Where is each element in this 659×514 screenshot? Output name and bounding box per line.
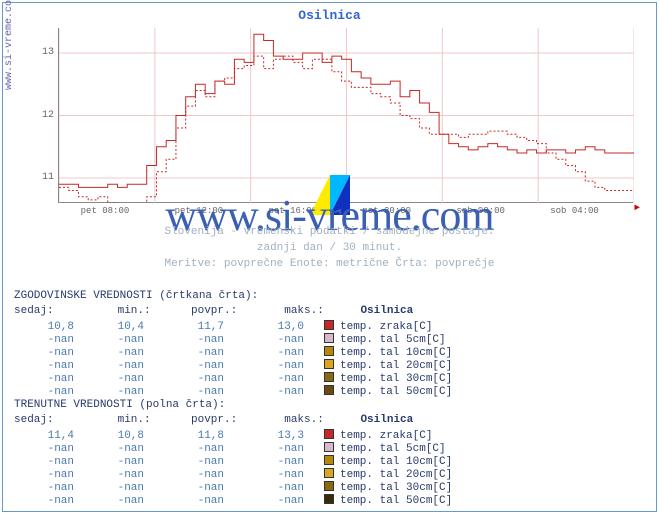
historic-data-rows: 10,810,411,713,0temp. zraka[C]-nan-nan-n… [14, 320, 644, 399]
measurement-name: temp. zraka[C] [340, 321, 432, 333]
table-row: -nan-nan-nan-nantemp. tal 10cm[C] [14, 455, 644, 468]
measurement-name: temp. zraka[C] [340, 430, 432, 442]
table-row: -nan-nan-nan-nantemp. tal 10cm[C] [14, 346, 644, 359]
series-swatch-icon [324, 442, 334, 452]
cell-maks: -nan [224, 386, 304, 399]
series-swatch-icon [324, 494, 334, 504]
cell-povpr: -nan [144, 386, 224, 399]
measurement-name: temp. tal 30cm[C] [340, 482, 452, 494]
y-tick-label: 13 [32, 47, 54, 58]
x-tick-label: pet 08:00 [81, 206, 130, 216]
table-row: -nan-nan-nan-nantemp. tal 50cm[C] [14, 385, 644, 398]
x-tick-label: pet 20:00 [362, 206, 411, 216]
col-povpr: povpr.: [157, 414, 237, 426]
table-row: -nan-nan-nan-nantemp. tal 20cm[C] [14, 359, 644, 372]
series-swatch-icon [324, 333, 334, 343]
x-tick-label: sob 04:00 [550, 206, 599, 216]
current-data-rows: 11,410,811,813,3temp. zraka[C]-nan-nan-n… [14, 429, 644, 508]
caption-line-3: Meritve: povprečne Enote: metrične Črta:… [0, 257, 659, 273]
series-swatch-icon [324, 481, 334, 491]
series-swatch-icon [324, 346, 334, 356]
col-sedaj: sedaj: [14, 305, 74, 317]
table-row: 11,410,811,813,3temp. zraka[C] [14, 429, 644, 442]
cell-sedaj: -nan [14, 495, 74, 508]
col-sedaj: sedaj: [14, 414, 74, 426]
table-row: -nan-nan-nan-nantemp. tal 5cm[C] [14, 442, 644, 455]
col-min: min.: [81, 305, 151, 317]
historic-section-header: ZGODOVINSKE VREDNOSTI (črtkana črta): [14, 290, 258, 302]
measurement-name: temp. tal 20cm[C] [340, 360, 452, 372]
table-row: -nan-nan-nan-nantemp. tal 30cm[C] [14, 481, 644, 494]
y-tick-label: 12 [32, 110, 54, 121]
series-swatch-icon [324, 359, 334, 369]
measurement-name: temp. tal 5cm[C] [340, 443, 446, 455]
table-row: 10,810,411,713,0temp. zraka[C] [14, 320, 644, 333]
cell-povpr: -nan [144, 495, 224, 508]
series-swatch-icon [324, 429, 334, 439]
series-swatch-icon [324, 455, 334, 465]
current-section-header: TRENUTNE VREDNOSTI (polna črta): [14, 399, 225, 411]
current-column-headers: sedaj: min.: povpr.: maks.: Osilnica [14, 414, 634, 426]
table-row: -nan-nan-nan-nantemp. tal 5cm[C] [14, 333, 644, 346]
cell-sedaj: -nan [14, 386, 74, 399]
col-location: Osilnica [330, 305, 450, 317]
series-swatch-icon [324, 468, 334, 478]
y-tick-label: 11 [32, 172, 54, 183]
site-label-vertical: www.si-vreme.com [4, 78, 15, 90]
measurement-name: temp. tal 5cm[C] [340, 334, 446, 346]
caption-line-1: Slovenija - vremenski podatki / samodejn… [0, 225, 659, 241]
measurement-name: temp. tal 30cm[C] [340, 373, 452, 385]
series-swatch-icon [324, 320, 334, 330]
measurement-name: temp. tal 20cm[C] [340, 469, 452, 481]
col-povpr: povpr.: [157, 305, 237, 317]
chart-title: Osilnica [0, 8, 659, 23]
table-row: -nan-nan-nan-nantemp. tal 30cm[C] [14, 372, 644, 385]
chart-caption: Slovenija - vremenski podatki / samodejn… [0, 225, 659, 273]
measurement-name: temp. tal 50cm[C] [340, 495, 452, 507]
cell-min: -nan [74, 386, 144, 399]
cell-maks: -nan [224, 495, 304, 508]
caption-line-2: zadnji dan / 30 minut. [0, 241, 659, 257]
measurement-name: temp. tal 50cm[C] [340, 386, 452, 398]
table-row: -nan-nan-nan-nantemp. tal 50cm[C] [14, 494, 644, 507]
cell-min: -nan [74, 495, 144, 508]
x-axis-arrow-icon: ▸ [633, 199, 641, 216]
series-swatch-icon [324, 385, 334, 395]
x-tick-label: pet 12:00 [175, 206, 224, 216]
historic-column-headers: sedaj: min.: povpr.: maks.: Osilnica [14, 305, 634, 317]
col-maks: maks.: [244, 305, 324, 317]
measurement-name: temp. tal 10cm[C] [340, 456, 452, 468]
col-min: min.: [81, 414, 151, 426]
col-location: Osilnica [330, 414, 450, 426]
col-maks: maks.: [244, 414, 324, 426]
series-swatch-icon [324, 372, 334, 382]
table-row: -nan-nan-nan-nantemp. tal 20cm[C] [14, 468, 644, 481]
x-tick-label: sob 00:00 [456, 206, 505, 216]
watermark-logo-icon [310, 175, 350, 215]
measurement-name: temp. tal 10cm[C] [340, 347, 452, 359]
